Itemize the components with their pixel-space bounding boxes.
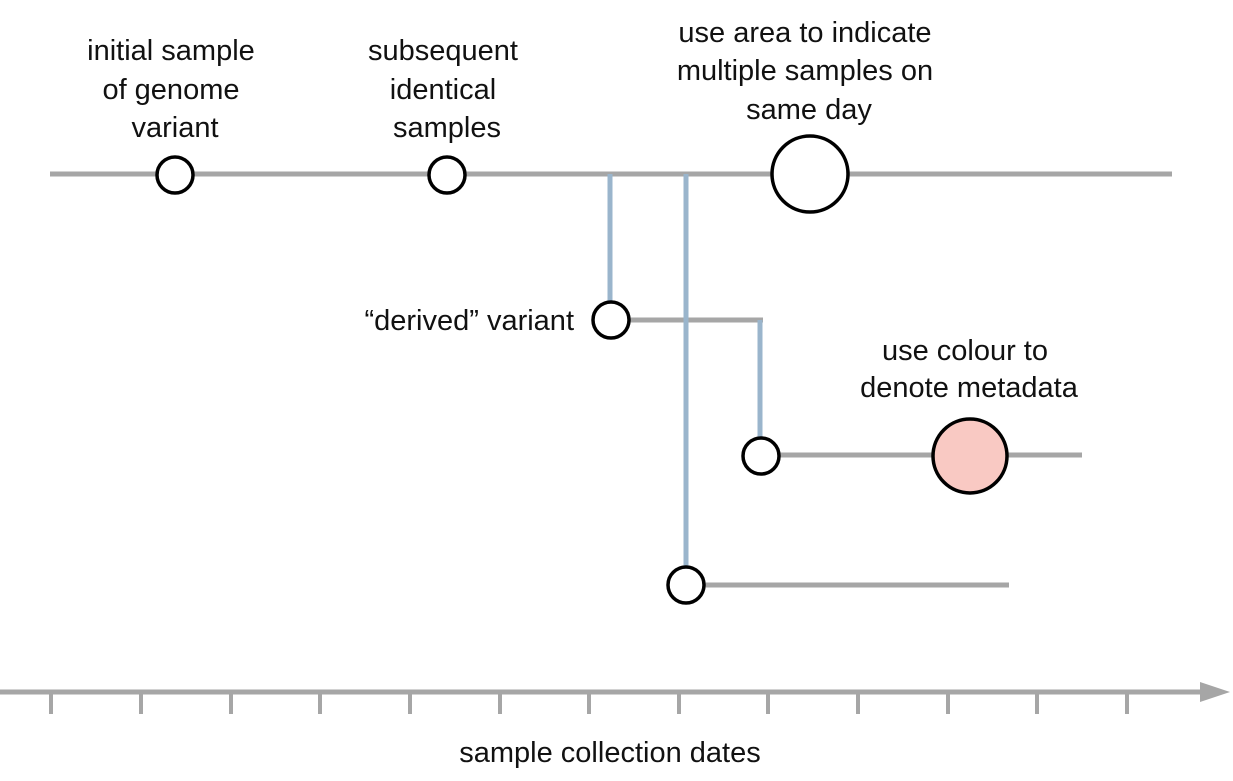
derived-variant-label: “derived” variant: [364, 305, 574, 337]
metadata-branch-node: [741, 436, 781, 476]
identical-samples-label-line: identical: [390, 74, 496, 106]
colour-note-label-line: use colour to: [882, 335, 1048, 367]
identical-samples-label: subsequent identical samples: [368, 35, 526, 144]
identical-samples-label-line: subsequent: [368, 35, 518, 67]
colour-note-label-line: denote metadata: [860, 372, 1079, 404]
area-note-label: use area to indicate multiple samples on…: [677, 17, 941, 126]
initial-sample-node: [155, 155, 195, 195]
identical-sample-node: [427, 155, 467, 195]
area-note-label-line: multiple samples on: [677, 55, 933, 87]
metadata-sample-node: [931, 417, 1009, 495]
identical-samples-label-line: samples: [393, 112, 501, 144]
axis-ticks: [49, 692, 1129, 714]
derived-variant-node: [591, 300, 631, 340]
initial-sample-label: initial sample of genome variant: [87, 35, 263, 144]
axis-label: sample collection dates: [459, 737, 760, 769]
initial-sample-label-line: of genome: [102, 74, 239, 106]
late-branch-node: [666, 565, 706, 605]
multi-sample-node: [770, 134, 850, 214]
annotations: initial sample of genome variant subsequ…: [87, 17, 1079, 404]
sample-nodes: [155, 134, 1009, 605]
branch-connectors: [607, 174, 763, 585]
initial-sample-label-line: variant: [131, 112, 218, 144]
initial-sample-label-line: initial sample: [87, 35, 255, 67]
arrow-head-icon: [1200, 682, 1230, 702]
time-axis: sample collection dates: [0, 682, 1230, 769]
area-note-label-line: use area to indicate: [678, 17, 931, 49]
area-note-label-line: same day: [746, 94, 872, 126]
colour-note-label: use colour to denote metadata: [860, 335, 1079, 404]
